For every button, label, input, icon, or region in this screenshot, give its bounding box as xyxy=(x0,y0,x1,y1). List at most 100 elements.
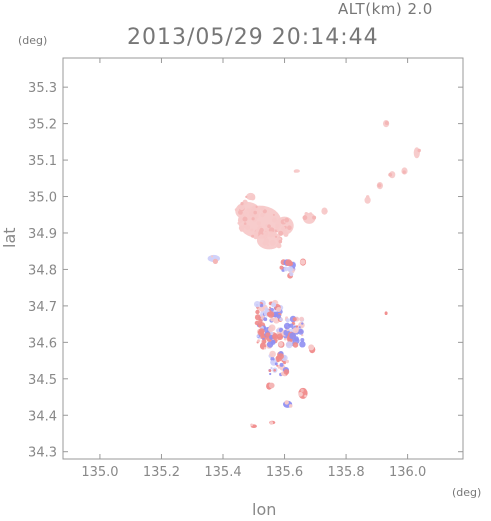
echo-cell xyxy=(268,382,275,389)
echo-cell xyxy=(254,301,261,308)
echo-cell xyxy=(257,323,262,328)
echo-cell xyxy=(285,318,290,323)
echo-cell xyxy=(251,234,255,238)
echo-cell xyxy=(293,170,297,173)
echo-cell xyxy=(283,231,289,237)
x-tick-label: 135.0 xyxy=(81,465,118,480)
echo-cell xyxy=(270,339,276,345)
echo-cell xyxy=(272,213,275,216)
echo-cell xyxy=(250,423,254,427)
echo-cell xyxy=(288,404,293,408)
echo-cell xyxy=(276,314,281,319)
echo-cell xyxy=(324,209,328,213)
echo-cell xyxy=(287,225,292,230)
echo-cell xyxy=(250,228,254,232)
echo-cell xyxy=(251,217,255,221)
echo-cell xyxy=(275,223,280,228)
echo-cell xyxy=(272,233,277,237)
echo-cell xyxy=(300,388,304,392)
echo-cell xyxy=(242,216,248,222)
echo-cell xyxy=(245,195,248,198)
x-axis-label: lon xyxy=(252,500,277,519)
echo-cell xyxy=(264,228,269,232)
echo-cell xyxy=(266,243,270,247)
echo-cell xyxy=(265,224,268,227)
x-tick-label: 135.6 xyxy=(266,465,303,480)
echo-cell xyxy=(259,205,265,211)
echo-cell xyxy=(262,240,268,246)
echo-cell xyxy=(279,362,284,367)
echo-cell xyxy=(262,209,267,214)
y-tick-label: 35.3 xyxy=(28,81,57,96)
echo-cell xyxy=(265,332,271,338)
echo-cell xyxy=(267,224,271,229)
echo-cell xyxy=(289,332,297,340)
echo-cell xyxy=(271,302,277,308)
y-tick-label: 34.4 xyxy=(28,409,57,424)
echo-cell xyxy=(243,223,248,229)
echo-cell xyxy=(285,341,293,349)
echo-cell xyxy=(295,325,299,328)
echo-cell xyxy=(289,272,294,277)
echo-cell xyxy=(243,222,247,225)
echo-cell xyxy=(285,259,292,267)
echo-cell xyxy=(247,226,249,229)
echo-cell xyxy=(278,341,284,347)
echo-region xyxy=(321,207,328,215)
echo-cell xyxy=(248,209,252,213)
x-ticks: 135.0 135.2 135.4 135.6 135.8 136.0 xyxy=(81,58,426,480)
echo-cell xyxy=(292,327,299,334)
echo-cell xyxy=(281,226,286,231)
echo-cell xyxy=(254,320,260,326)
echo-cell xyxy=(302,215,308,221)
echo-cell xyxy=(300,338,305,342)
echo-cell xyxy=(269,306,271,309)
x-tick-label: 135.8 xyxy=(327,465,364,480)
echo-cell xyxy=(308,344,315,351)
echo-cell xyxy=(283,369,290,375)
echo-cell xyxy=(300,259,306,265)
echo-cell xyxy=(284,400,289,405)
echo-cell xyxy=(255,205,258,208)
echo-cell xyxy=(270,360,275,365)
echo-cell xyxy=(285,359,289,364)
echo-cell xyxy=(298,326,301,329)
echo-cell xyxy=(278,230,284,236)
echo-cell xyxy=(278,239,283,244)
echo-cell xyxy=(253,210,257,215)
echo-cell xyxy=(417,148,421,153)
y-unit-label: (deg) xyxy=(18,34,48,47)
echo-cell xyxy=(276,359,280,363)
echo-cell xyxy=(304,212,309,216)
echo-cell xyxy=(402,170,406,174)
x-tick-label: 135.2 xyxy=(143,465,180,480)
echo-cell xyxy=(263,317,268,322)
echo-cell xyxy=(268,324,276,332)
x-tick-label: 135.4 xyxy=(204,465,241,480)
echo-cell xyxy=(234,208,238,212)
timestamp-title: 2013/05/29 20:14:44 xyxy=(127,25,379,50)
echo-cell xyxy=(211,255,214,258)
echo-cell xyxy=(269,372,272,376)
echo-cell xyxy=(253,231,259,237)
echo-cell xyxy=(299,316,304,322)
y-tick-label: 34.6 xyxy=(28,336,57,351)
echo-cell xyxy=(264,235,267,238)
y-ticks: 34.3 34.4 34.5 34.6 34.7 34.8 34.9 35.0 35.1 35.2… xyxy=(28,81,463,461)
echo-cell xyxy=(268,369,272,372)
echo-cell xyxy=(267,311,275,318)
echo-cell xyxy=(269,239,276,246)
echo-region xyxy=(275,216,294,235)
x-unit-label: (deg) xyxy=(452,486,482,499)
echo-cell xyxy=(269,350,276,358)
echo-cell xyxy=(258,328,265,335)
echo-cell xyxy=(256,335,260,338)
echo-cell xyxy=(258,305,265,312)
echo-cell xyxy=(292,317,297,322)
echo-cell xyxy=(264,308,269,313)
echo-cell xyxy=(384,121,389,125)
echo-cell xyxy=(271,217,277,223)
echo-cell xyxy=(273,317,280,324)
echo-cell xyxy=(284,218,287,221)
echo-cell xyxy=(297,328,304,335)
